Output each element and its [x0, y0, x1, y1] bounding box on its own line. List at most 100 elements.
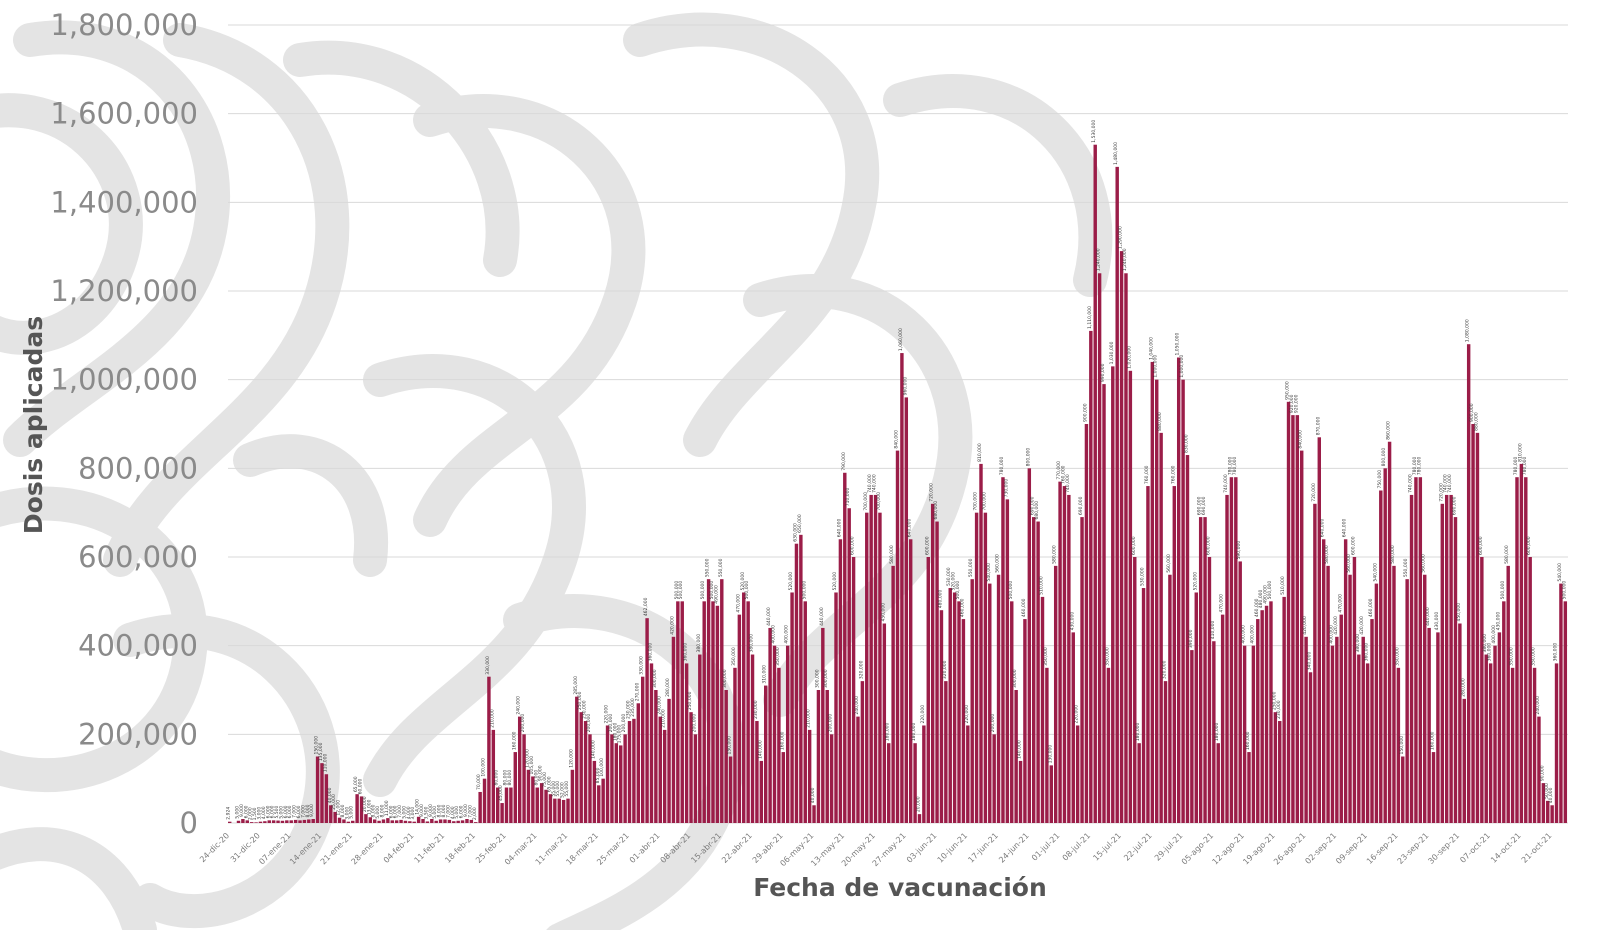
- bar-data-label: 580,000: [1390, 545, 1396, 564]
- bar: [908, 539, 913, 823]
- bar-data-label: 430,000: [1495, 612, 1501, 631]
- bar-data-label: 740,000: [1408, 474, 1414, 493]
- bar: [900, 353, 904, 823]
- bar-data-label: 160,000: [1245, 731, 1251, 750]
- bar-data-label: 220,000: [920, 705, 926, 724]
- bar-data-label: 200,000: [828, 714, 834, 733]
- bar-data-label: 130,000: [1047, 745, 1053, 764]
- bar: [1238, 561, 1242, 823]
- bar: [860, 681, 865, 823]
- bar: [711, 601, 715, 823]
- bar: [285, 820, 289, 823]
- bar-data-label: 360,000: [1487, 643, 1493, 662]
- bar-data-label: 520,000: [951, 572, 957, 591]
- x-tick-label: 08-jul-21: [1061, 831, 1093, 863]
- bar: [684, 663, 689, 823]
- bar: [983, 512, 988, 823]
- bar: [1524, 477, 1528, 823]
- bar: [1273, 712, 1278, 823]
- bar: [1431, 752, 1436, 823]
- bar: [851, 557, 856, 823]
- bar: [952, 592, 957, 823]
- bar: [1097, 273, 1102, 823]
- bar-data-label: 7,000: [300, 805, 306, 818]
- data-labels: 2,924 5,000 9,000 6,000 2,000 1,500 3,000 4,000…: [226, 120, 1568, 821]
- bar: [970, 579, 974, 823]
- bar-data-label: 590,000: [1236, 541, 1242, 560]
- bar: [1001, 477, 1005, 823]
- bar-data-label: 285,000: [573, 676, 579, 695]
- bar-data-label: 500,000: [1500, 581, 1506, 600]
- bar: [944, 681, 948, 823]
- x-tick-label: 07-ene-21: [257, 831, 292, 866]
- bar: [517, 716, 522, 823]
- bar-data-label: 1,000,000: [1179, 355, 1185, 378]
- bar: [755, 721, 759, 823]
- bar: [720, 579, 724, 823]
- bar-data-label: 950,000: [1285, 381, 1291, 400]
- bar-data-label: 6,000: [388, 805, 394, 818]
- bar: [878, 512, 882, 823]
- x-tick-label: 30-sep-21: [1426, 831, 1461, 866]
- bar-data-label: 25,000: [331, 794, 337, 810]
- bar: [702, 601, 706, 823]
- bar: [1396, 667, 1401, 823]
- bar: [834, 592, 838, 823]
- y-tick-label: 1,400,000: [50, 185, 198, 219]
- bar-data-label: 440,000: [1425, 607, 1431, 626]
- bar-data-label: 560,000: [1346, 554, 1352, 573]
- bar-data-label: 5,000: [235, 806, 241, 819]
- bar: [478, 791, 482, 823]
- bar-data-label: 760,000: [1144, 465, 1150, 484]
- x-tick-label: 18-feb-21: [443, 831, 477, 865]
- bar: [236, 820, 241, 823]
- bar-data-label: 350,000: [1104, 647, 1110, 666]
- bar-data-label: 350,000: [731, 647, 737, 666]
- bar: [891, 565, 895, 823]
- bar-data-label: 420,000: [1302, 616, 1308, 635]
- bar: [1401, 756, 1405, 823]
- x-tick-label: 16-sep-21: [1365, 831, 1400, 866]
- bar: [926, 557, 930, 823]
- bar: [1506, 565, 1510, 823]
- bar-data-label: 250,000: [1271, 691, 1277, 710]
- bar-data-label: 780,000: [1522, 456, 1528, 475]
- bar: [1286, 401, 1291, 823]
- bar: [785, 645, 790, 823]
- bar-data-label: 100,000: [481, 758, 487, 777]
- bar-data-label: 5,000: [432, 806, 438, 819]
- bar: [364, 814, 368, 823]
- x-tick-label: 27-may-21: [871, 831, 908, 868]
- bar-data-label: 3,000: [410, 807, 416, 820]
- bar-data-label: 740,000: [1065, 474, 1071, 493]
- bar: [1005, 499, 1010, 823]
- bar: [280, 820, 285, 823]
- bar: [289, 820, 293, 823]
- bar-data-label: 840,000: [1298, 430, 1304, 449]
- bar: [443, 819, 447, 823]
- y-axis-title: Dosis aplicadas: [19, 316, 48, 534]
- bar-data-label: 400,000: [771, 625, 777, 644]
- bar: [1317, 437, 1321, 823]
- bar: [640, 676, 645, 823]
- bar-data-label: 11,000: [384, 800, 390, 816]
- bar-data-label: 360,000: [647, 643, 653, 662]
- bar-data-label: 8,000: [379, 804, 385, 817]
- bar-data-label: 500,000: [700, 581, 706, 600]
- bar-data-label: 510,000: [1039, 576, 1045, 595]
- bar: [465, 819, 469, 823]
- bar-data-label: 40,000: [810, 787, 816, 803]
- bar-data-label: 240,000: [854, 696, 860, 715]
- bar-data-label: 1,500: [252, 807, 258, 820]
- bar-data-label: 210,000: [806, 709, 812, 728]
- bar-data-label: 235,000: [630, 698, 636, 717]
- bar: [1466, 344, 1471, 823]
- bar-data-label: 550,000: [1403, 558, 1409, 577]
- bar: [1326, 565, 1330, 823]
- bar-data-label: 700,000: [863, 492, 869, 511]
- bar-data-label: 360,000: [683, 643, 689, 662]
- bar-data-label: 490,000: [1263, 585, 1269, 604]
- bar: [816, 690, 821, 823]
- bar-data-label: 90,000: [1539, 765, 1545, 781]
- bar-data-label: 240,000: [516, 696, 522, 715]
